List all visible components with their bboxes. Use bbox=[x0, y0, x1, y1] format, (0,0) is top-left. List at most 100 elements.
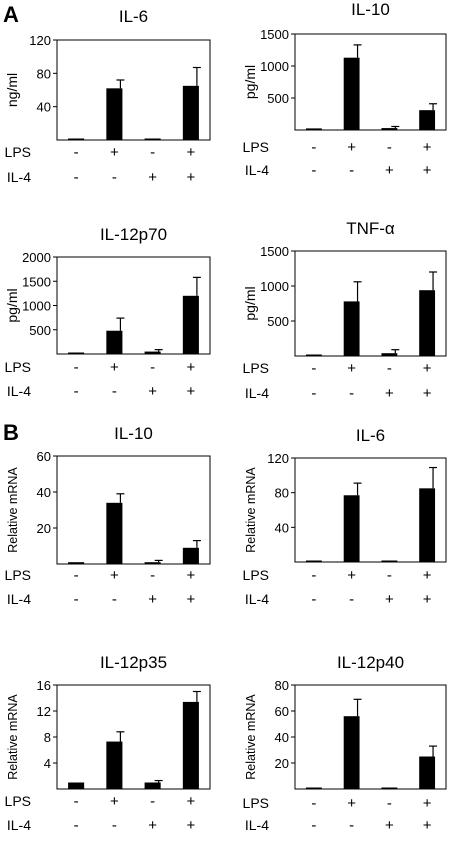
y-tick-label: 12 bbox=[37, 704, 51, 719]
condition-sign: - bbox=[74, 567, 79, 584]
y-tick-label: 8 bbox=[44, 730, 51, 745]
condition-label: IL-4 bbox=[245, 162, 269, 178]
bar bbox=[68, 352, 85, 354]
y-tick-label: 120 bbox=[29, 33, 51, 48]
condition-sign: + bbox=[423, 591, 432, 608]
chart-7: IL-12p40 20 40 60 80 Relative mRNA LPS - + - + IL-4… bbox=[243, 653, 447, 834]
chart-5: IL-6 40 80 120 Relative mRNA LPS - + - + IL-4 - - + + bbox=[243, 426, 447, 608]
y-tick-label: 60 bbox=[275, 704, 289, 719]
condition-label: LPS bbox=[243, 139, 269, 155]
condition-sign: + bbox=[148, 383, 157, 400]
y-tick-label: 16 bbox=[37, 678, 51, 693]
bar bbox=[343, 57, 360, 130]
condition-sign: + bbox=[347, 795, 356, 812]
y-tick-label: 500 bbox=[267, 91, 289, 106]
bar bbox=[106, 88, 123, 140]
y-axis-label: pg/ml bbox=[242, 65, 258, 99]
condition-sign: + bbox=[110, 793, 119, 810]
condition-sign: - bbox=[349, 817, 354, 834]
bar bbox=[419, 756, 436, 789]
plot-frame bbox=[294, 457, 447, 563]
chart-6: IL-12p35 4 8 12 16 Relative mRNA LPS - + - + IL-4 - -… bbox=[5, 653, 211, 834]
plot-frame bbox=[294, 33, 447, 131]
condition-sign: + bbox=[423, 385, 432, 402]
condition-sign: + bbox=[148, 169, 157, 186]
condition-sign: + bbox=[423, 817, 432, 834]
condition-sign: - bbox=[150, 793, 155, 810]
y-tick-label: 60 bbox=[37, 449, 51, 464]
condition-label: LPS bbox=[5, 144, 31, 160]
condition-sign: + bbox=[110, 359, 119, 376]
bar bbox=[305, 560, 322, 562]
y-tick-label: 1500 bbox=[260, 244, 289, 259]
chart-title: IL-10 bbox=[351, 0, 390, 19]
chart-title: TNF-α bbox=[346, 219, 395, 238]
condition-sign: - bbox=[311, 162, 316, 179]
condition-sign: + bbox=[385, 591, 394, 608]
bar bbox=[305, 787, 322, 789]
condition-label: LPS bbox=[5, 567, 31, 583]
condition-sign: + bbox=[186, 144, 195, 161]
condition-label: IL-4 bbox=[245, 385, 269, 401]
condition-sign: - bbox=[349, 385, 354, 402]
condition-sign: - bbox=[311, 139, 316, 156]
plot-frame bbox=[56, 39, 211, 141]
condition-sign: + bbox=[186, 817, 195, 834]
chart-2: IL-12p70 500 1000 1500 2000 pg/ml LPS - + - + IL-4 -… bbox=[4, 225, 211, 400]
condition-label: LPS bbox=[243, 567, 269, 583]
bar bbox=[106, 502, 123, 564]
condition-sign: + bbox=[186, 793, 195, 810]
bar bbox=[381, 128, 398, 130]
chart-4: IL-10 20 40 60 Relative mRNA LPS - + - + IL-4 - - + + bbox=[5, 424, 211, 608]
y-tick-label: 80 bbox=[275, 678, 289, 693]
y-tick-label: 1500 bbox=[22, 274, 51, 289]
condition-sign: + bbox=[110, 567, 119, 584]
bar bbox=[381, 353, 398, 356]
bar bbox=[182, 701, 199, 789]
y-tick-label: 20 bbox=[275, 756, 289, 771]
bar bbox=[343, 301, 360, 356]
condition-sign: + bbox=[110, 144, 119, 161]
y-tick-label: 80 bbox=[37, 66, 51, 81]
y-tick-label: 2000 bbox=[22, 250, 51, 265]
condition-label: LPS bbox=[243, 360, 269, 376]
y-tick-label: 500 bbox=[29, 323, 51, 338]
y-tick-label: 120 bbox=[267, 451, 289, 466]
panel-letter-b: B bbox=[3, 420, 19, 445]
condition-sign: + bbox=[385, 385, 394, 402]
condition-sign: + bbox=[186, 359, 195, 376]
bar bbox=[144, 351, 161, 354]
bar bbox=[381, 560, 398, 562]
condition-sign: - bbox=[150, 567, 155, 584]
condition-sign: + bbox=[148, 817, 157, 834]
chart-title: IL-12p40 bbox=[337, 653, 404, 672]
chart-3: TNF-α 500 1000 1500 pg/ml LPS - + - + IL-4 - - + + bbox=[242, 219, 447, 402]
condition-sign: - bbox=[311, 795, 316, 812]
condition-sign: - bbox=[349, 591, 354, 608]
condition-label: IL-4 bbox=[7, 169, 31, 185]
bar bbox=[144, 138, 161, 140]
condition-sign: - bbox=[387, 360, 392, 377]
y-axis-label: pg/ml bbox=[242, 286, 258, 320]
y-tick-label: 4 bbox=[44, 756, 51, 771]
condition-sign: - bbox=[387, 139, 392, 156]
condition-sign: - bbox=[74, 591, 79, 608]
condition-sign: + bbox=[347, 139, 356, 156]
bar bbox=[106, 330, 123, 354]
chart-title: IL-12p70 bbox=[100, 225, 167, 244]
condition-sign: - bbox=[74, 169, 79, 186]
condition-sign: - bbox=[112, 169, 117, 186]
bar bbox=[419, 290, 436, 356]
condition-sign: + bbox=[423, 360, 432, 377]
y-tick-label: 20 bbox=[37, 521, 51, 536]
bar bbox=[68, 138, 85, 140]
y-axis-label: pg/ml bbox=[4, 288, 20, 322]
bar bbox=[68, 782, 85, 789]
condition-label: LPS bbox=[5, 793, 31, 809]
condition-sign: - bbox=[311, 817, 316, 834]
condition-sign: - bbox=[150, 144, 155, 161]
condition-sign: + bbox=[423, 795, 432, 812]
plot-frame bbox=[56, 455, 211, 565]
condition-sign: - bbox=[311, 567, 316, 584]
y-tick-label: 1500 bbox=[260, 27, 289, 42]
